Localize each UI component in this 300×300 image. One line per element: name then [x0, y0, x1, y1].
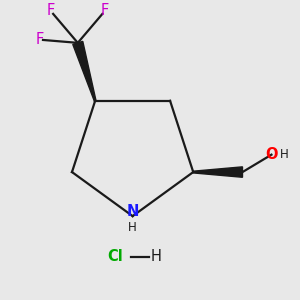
- Text: H: H: [128, 220, 137, 234]
- Polygon shape: [73, 41, 96, 101]
- Text: F: F: [35, 32, 44, 47]
- Text: O: O: [265, 147, 278, 162]
- Text: H: H: [280, 148, 289, 161]
- Text: H: H: [150, 249, 161, 264]
- Text: Cl: Cl: [107, 249, 123, 264]
- Text: F: F: [47, 4, 55, 19]
- Text: N: N: [126, 204, 139, 219]
- Polygon shape: [193, 167, 242, 177]
- Text: F: F: [100, 4, 109, 19]
